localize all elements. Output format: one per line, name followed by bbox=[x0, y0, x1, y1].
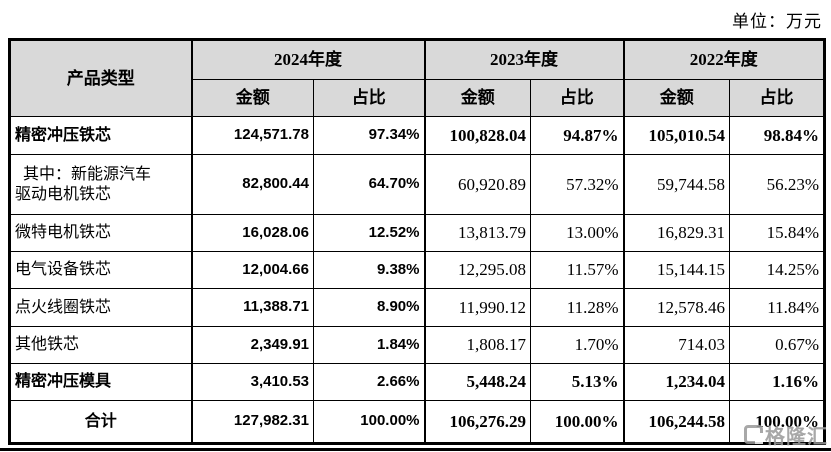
header-year-2023: 2023年度 bbox=[423, 39, 624, 80]
cell-2022-ratio: 98.84% bbox=[729, 116, 825, 155]
cell-2022-amount: 16,829.31 bbox=[622, 214, 730, 252]
header-ratio-2022: 占比 bbox=[729, 79, 825, 117]
table-row-total: 合计 127,982.31 100.00% 106,276.29 100.00%… bbox=[9, 400, 825, 444]
cell-2024-amount: 82,800.44 bbox=[190, 154, 314, 215]
cell-2022-amount: 714.03 bbox=[622, 326, 730, 364]
header-ratio-2023: 占比 bbox=[530, 79, 624, 117]
row-label-total: 合计 bbox=[9, 400, 192, 444]
cell-2023-ratio: 100.00% bbox=[530, 400, 624, 444]
cell-2024-ratio: 97.34% bbox=[313, 116, 425, 155]
row-label: 精密冲压模具 bbox=[9, 363, 192, 401]
cell-2022-amount: 15,144.15 bbox=[622, 251, 730, 289]
cell-2024-ratio: 2.66% bbox=[313, 363, 425, 401]
cell-2023-ratio: 57.32% bbox=[530, 154, 624, 215]
row-label: 精密冲压铁芯 bbox=[9, 116, 192, 155]
cell-2023-amount: 106,276.29 bbox=[423, 400, 531, 444]
gelonghui-logo-icon bbox=[744, 425, 763, 444]
cell-2024-amount: 16,028.06 bbox=[190, 214, 314, 252]
row-label: 微特电机铁芯 bbox=[9, 214, 192, 252]
row-label-line1: 其中：新能源汽车 bbox=[23, 165, 152, 183]
header-row-years: 产品类型 2024年度 2023年度 2022年度 bbox=[9, 39, 825, 117]
cell-2022-ratio: 0.67% bbox=[729, 326, 825, 364]
cell-2024-amount: 2,349.91 bbox=[190, 326, 314, 364]
row-label-line2: 驱动电机铁芯 bbox=[15, 185, 112, 203]
cell-2024-amount: 11,388.71 bbox=[190, 288, 314, 327]
cell-2024-amount: 127,982.31 bbox=[190, 400, 314, 444]
header-amount-2024: 金额 bbox=[190, 79, 314, 117]
cell-2024-ratio: 8.90% bbox=[313, 288, 425, 327]
page-bottom-rule bbox=[0, 448, 831, 451]
cell-2022-amount: 59,744.58 bbox=[622, 154, 730, 215]
table-row-micro-motor-cores: 微特电机铁芯 16,028.06 12.52% 13,813.79 13.00%… bbox=[9, 214, 825, 252]
cell-2022-ratio: 1.16% bbox=[729, 363, 825, 401]
cell-2023-amount: 100,828.04 bbox=[423, 116, 531, 155]
cell-2023-amount: 5,448.24 bbox=[423, 363, 531, 401]
cell-2022-amount: 12,578.46 bbox=[622, 288, 730, 327]
cell-2024-ratio: 9.38% bbox=[313, 251, 425, 289]
header-year-2022: 2022年度 bbox=[622, 39, 825, 80]
header-product-type: 产品类型 bbox=[9, 39, 192, 117]
table-row-precision-stamped-cores: 精密冲压铁芯 124,571.78 97.34% 100,828.04 94.8… bbox=[9, 116, 825, 155]
cell-2024-ratio: 64.70% bbox=[313, 154, 425, 215]
cell-2023-amount: 11,990.12 bbox=[423, 288, 531, 327]
cell-2022-ratio: 11.84% bbox=[729, 288, 825, 327]
cell-2022-ratio: 56.23% bbox=[729, 154, 825, 215]
cell-2024-amount: 3,410.53 bbox=[190, 363, 314, 401]
cell-2024-ratio: 1.84% bbox=[313, 326, 425, 364]
table-row-electrical-equipment-cores: 电气设备铁芯 12,004.66 9.38% 12,295.08 11.57% … bbox=[9, 251, 825, 289]
row-label: 其他铁芯 bbox=[9, 326, 192, 364]
cell-2022-amount: 1,234.04 bbox=[622, 363, 730, 401]
cell-2022-amount: 106,244.58 bbox=[622, 400, 730, 444]
cell-2023-ratio: 11.57% bbox=[530, 251, 624, 289]
cell-2023-ratio: 13.00% bbox=[530, 214, 624, 252]
header-ratio-2024: 占比 bbox=[313, 79, 425, 117]
watermark-text: 格隆汇 bbox=[765, 426, 828, 448]
cell-2024-ratio: 12.52% bbox=[313, 214, 425, 252]
header-year-2024: 2024年度 bbox=[190, 39, 425, 80]
row-label: 其中：新能源汽车驱动电机铁芯 bbox=[9, 154, 192, 215]
cell-2022-amount: 105,010.54 bbox=[622, 116, 730, 155]
row-label: 点火线圈铁芯 bbox=[9, 288, 192, 327]
table-row-precision-stamping-dies: 精密冲压模具 3,410.53 2.66% 5,448.24 5.13% 1,2… bbox=[9, 363, 825, 401]
cell-2024-amount: 124,571.78 bbox=[190, 116, 314, 155]
table-row-nev-drive-motor-cores: 其中：新能源汽车驱动电机铁芯 82,800.44 64.70% 60,920.8… bbox=[9, 154, 825, 215]
unit-label: 单位：万元 bbox=[732, 12, 822, 31]
cell-2023-amount: 1,808.17 bbox=[423, 326, 531, 364]
cell-2022-ratio: 15.84% bbox=[729, 214, 825, 252]
header-amount-2023: 金额 bbox=[423, 79, 531, 117]
cell-2023-ratio: 11.28% bbox=[530, 288, 624, 327]
cell-2023-ratio: 5.13% bbox=[530, 363, 624, 401]
table-row-other-cores: 其他铁芯 2,349.91 1.84% 1,808.17 1.70% 714.0… bbox=[9, 326, 825, 364]
cell-2024-amount: 12,004.66 bbox=[190, 251, 314, 289]
header-amount-2022: 金额 bbox=[622, 79, 730, 117]
cell-2023-amount: 13,813.79 bbox=[423, 214, 531, 252]
cell-2023-ratio: 94.87% bbox=[530, 116, 624, 155]
product-revenue-table: 产品类型 2024年度 2023年度 2022年度 金额 占比 金额 占比 金额… bbox=[8, 38, 826, 445]
cell-2023-ratio: 1.70% bbox=[530, 326, 624, 364]
row-label: 电气设备铁芯 bbox=[9, 251, 192, 289]
cell-2022-ratio: 14.25% bbox=[729, 251, 825, 289]
cell-2023-amount: 12,295.08 bbox=[423, 251, 531, 289]
cell-2024-ratio: 100.00% bbox=[313, 400, 425, 444]
cell-2023-amount: 60,920.89 bbox=[423, 154, 531, 215]
table-row-ignition-coil-cores: 点火线圈铁芯 11,388.71 8.90% 11,990.12 11.28% … bbox=[9, 288, 825, 327]
header-row-measures: 金额 占比 金额 占比 金额 占比 bbox=[10, 79, 825, 117]
watermark: 格隆汇 bbox=[744, 420, 828, 449]
